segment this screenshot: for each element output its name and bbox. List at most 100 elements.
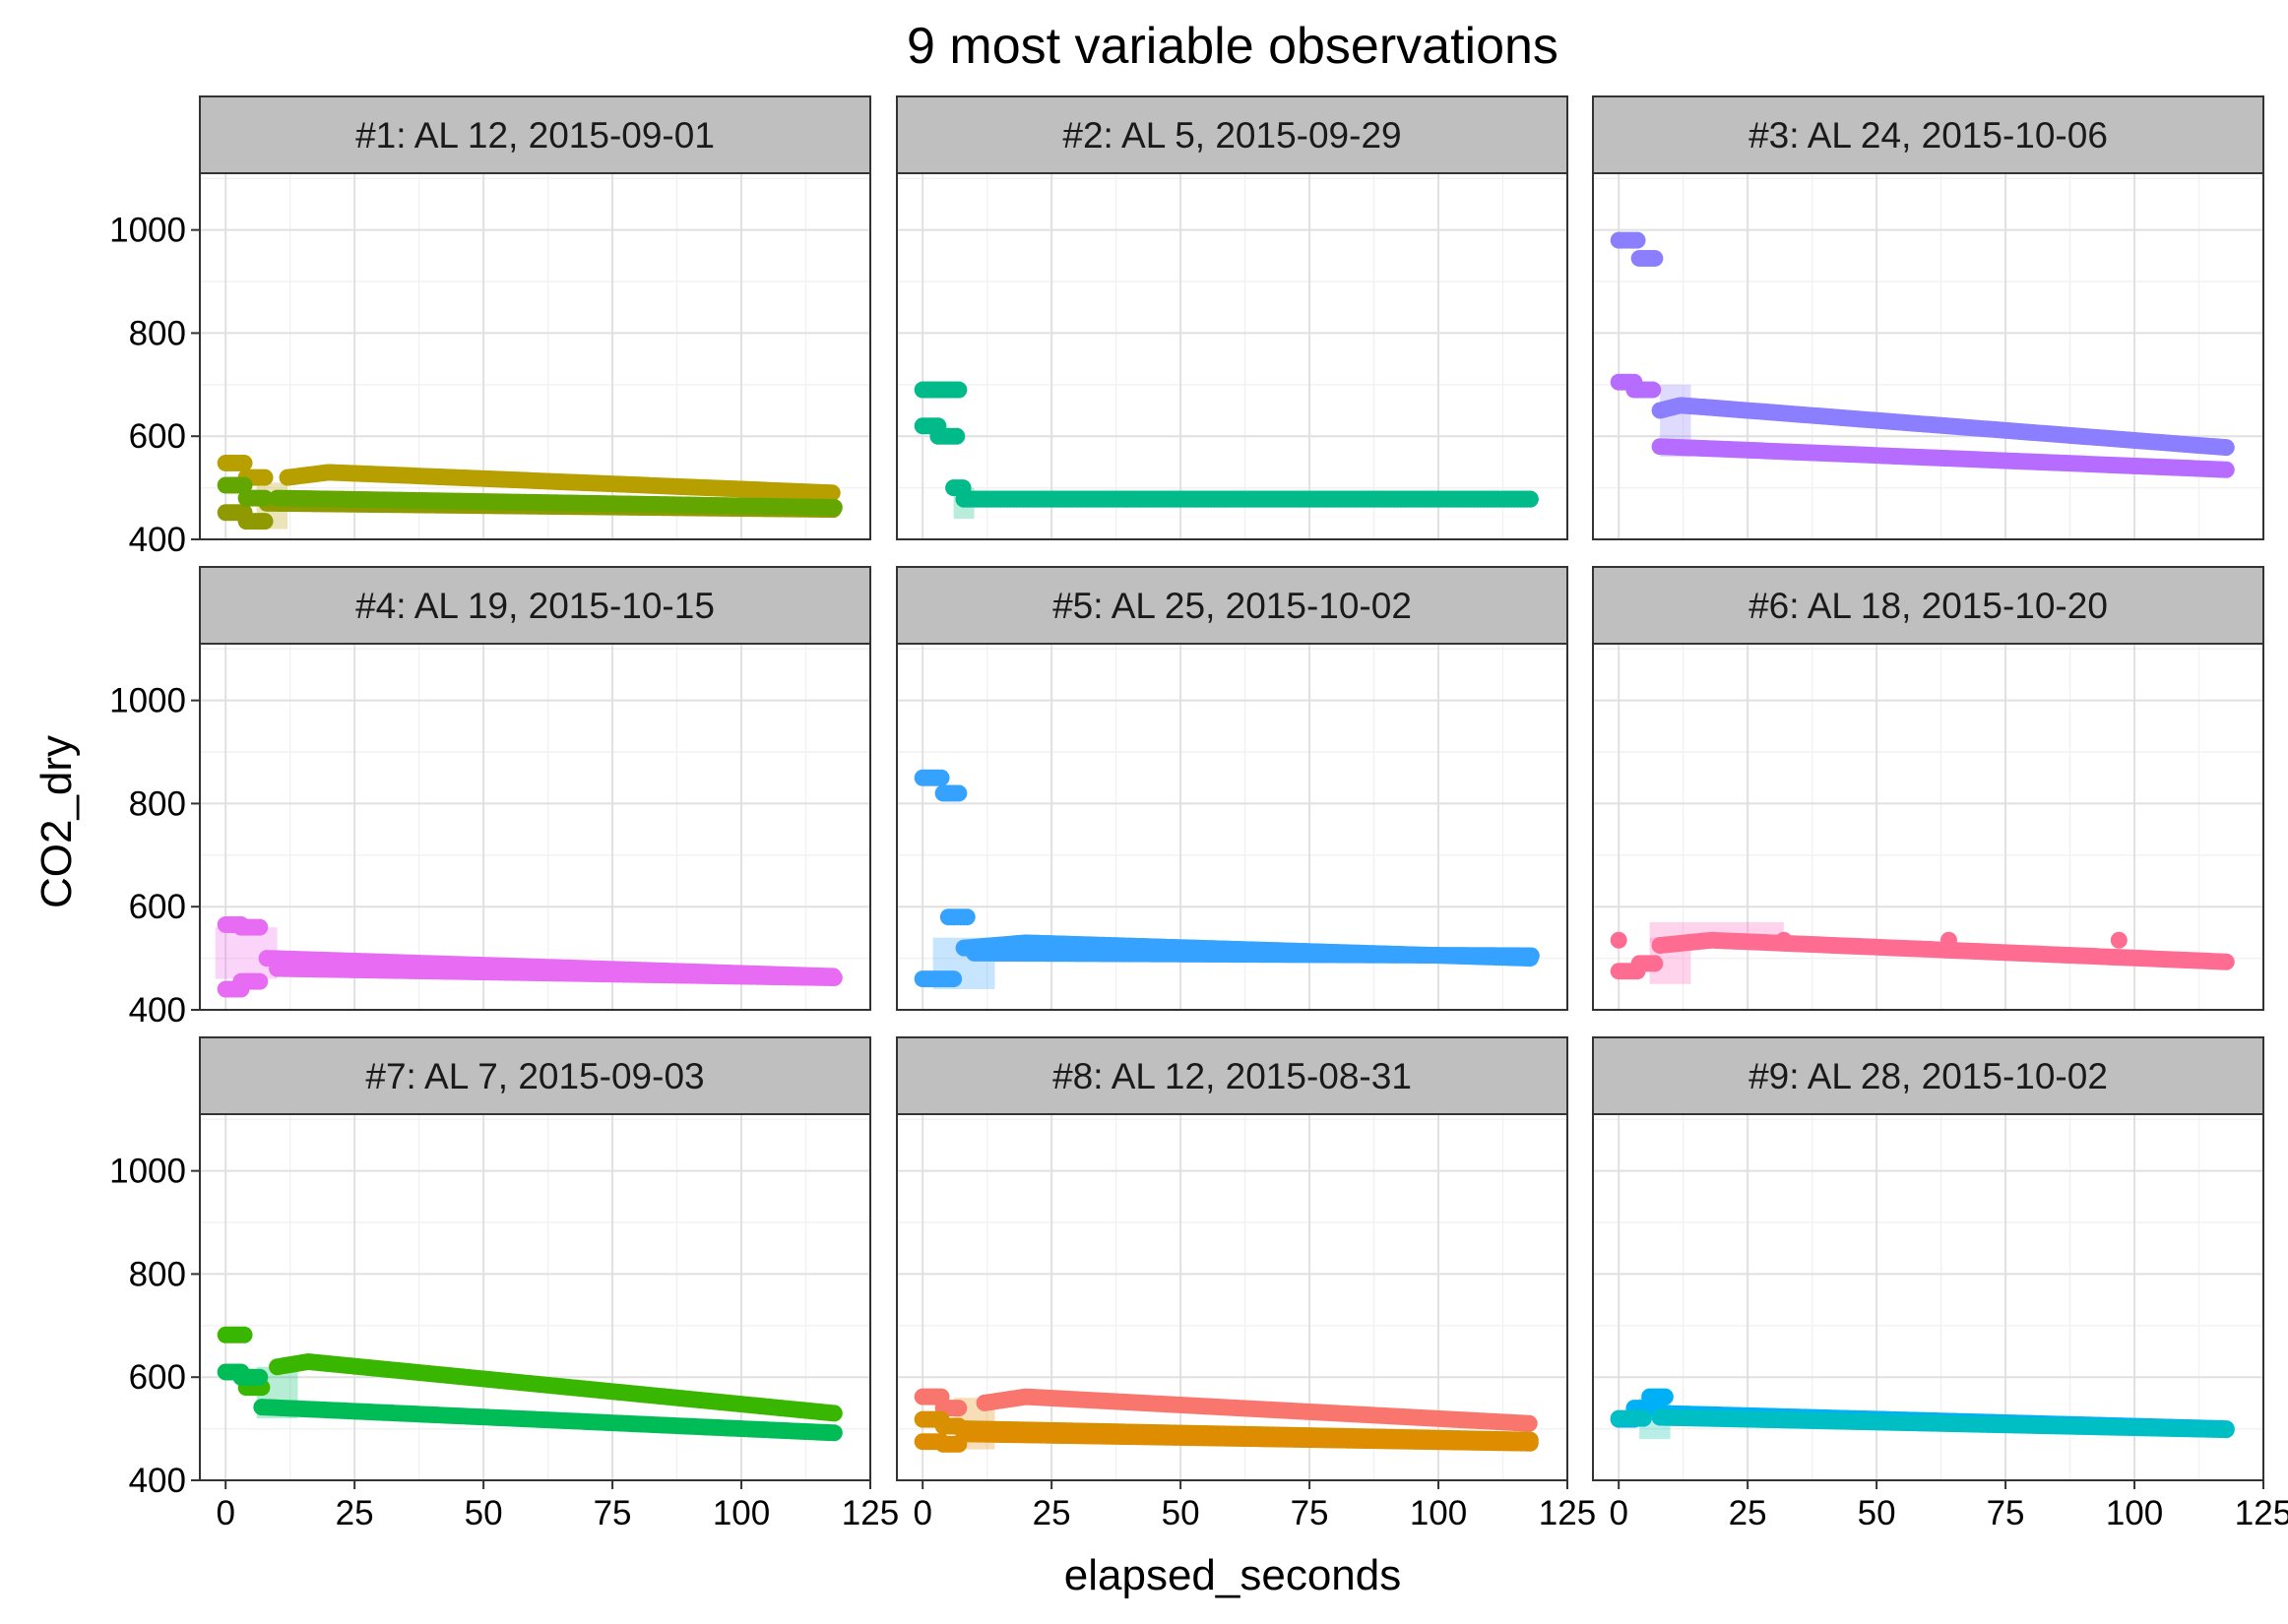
facet-strip-label: #3: AL 24, 2015-10-06 [1748,115,2108,156]
data-point [251,918,269,936]
data-point [1628,231,1646,249]
data-point [1646,955,1664,972]
facet-strip [896,1036,1568,1115]
facet-strip-label: #1: AL 12, 2015-09-01 [355,115,715,156]
facet-strip-label: #7: AL 7, 2015-09-03 [365,1056,704,1096]
x-tick-label: 0 [913,1494,931,1532]
data-series [217,476,843,517]
panel-data [914,1388,1539,1453]
panel-border [199,1113,871,1481]
data-point [825,969,843,987]
data-series [914,944,1540,988]
panel-background [200,644,870,1010]
facet-strip [1592,95,2264,174]
x-tick-label: 100 [1410,1494,1467,1532]
data-series [1610,1408,2235,1439]
facet-panel-4: #4: AL 19, 2015-10-15 400 600 800 1000 [109,566,871,1030]
data-series [1610,231,2235,457]
data-point [1520,1414,1538,1432]
data-point [2217,953,2235,970]
data-point [256,513,274,531]
data-series [1610,931,2235,980]
data-series [217,454,841,502]
facet-strip-label: #4: AL 19, 2015-10-15 [355,586,715,626]
facet-strip-label: #5: AL 25, 2015-10-02 [1052,586,1412,626]
data-point [1521,490,1539,508]
y-tick-label: 1000 [109,1153,186,1191]
data-point [1634,1409,1652,1427]
data-point [235,454,253,471]
data-point [256,489,274,507]
x-tick-label: 25 [336,1494,374,1532]
data-point [825,1424,843,1442]
y-axis-title: CO2_dry [32,735,81,908]
facet-panel-7: #7: AL 7, 2015-09-03 400 600 800 1000 0 25 50 75… [109,1036,899,1532]
x-tick-label: 50 [465,1494,503,1532]
x-tick-label: 75 [1987,1494,2025,1532]
panel-border [896,172,1568,540]
data-series [914,417,1539,508]
y-tick-label: 1000 [109,682,186,720]
facet-panel-9: #9: AL 28, 2015-10-02 0 25 50 75 100 125 [1592,1036,2288,1532]
data-series [1610,373,2235,478]
panel-border [199,172,871,540]
x-tick-label: 125 [1539,1494,1596,1532]
data-point [825,499,843,517]
x-tick-label: 75 [594,1494,632,1532]
panel-data [914,769,1540,990]
data-series [217,1326,843,1422]
y-tick-label: 600 [129,417,186,456]
data-point [1521,1434,1539,1452]
facet-strip [1592,566,2264,645]
facet-strip-label: #8: AL 12, 2015-08-31 [1052,1056,1412,1096]
panel-data [914,381,1539,520]
facet-panel-1: #1: AL 12, 2015-09-01 400 600 800 1000 [109,95,871,559]
x-tick-label: 100 [713,1494,770,1532]
panel-data [215,916,843,998]
data-point [256,468,274,486]
x-tick-label: 0 [216,1494,234,1532]
data-point [1656,1388,1674,1405]
facet-panel-2: #2: AL 5, 2015-09-29 [896,95,1568,540]
data-point [1522,947,1540,965]
y-tick-label: 600 [129,1358,186,1397]
x-tick-label: 125 [2235,1494,2288,1532]
facet-strip [1592,1036,2264,1115]
y-tick-label: 800 [129,784,186,823]
y-tick-label: 1000 [109,212,186,250]
x-tick-label: 75 [1291,1494,1329,1532]
y-tick-label: 800 [129,1255,186,1293]
data-series [1610,931,2128,949]
data-series [217,1363,843,1442]
data-point [948,427,966,445]
y-tick-label: 600 [129,888,186,926]
panel-border [1592,1113,2264,1481]
facet-strip [199,95,871,174]
panel-border [1592,172,2264,540]
panel-data [217,1326,843,1442]
data-point [251,1368,269,1386]
chart-title: 9 most variable observations [907,18,1558,75]
data-point [2217,439,2235,457]
data-point [235,476,253,494]
panel-data [1610,1388,2235,1440]
panel-grid [200,1114,871,1481]
data-point [2217,461,2235,478]
facet-strip [896,95,1568,174]
facet-strip [896,566,1568,645]
panel-border [896,643,1568,1011]
panel-border [1592,643,2264,1011]
data-point [825,1405,843,1422]
facet-strip-label: #9: AL 28, 2015-10-02 [1748,1056,2108,1096]
data-point [1775,931,1793,949]
y-tick-label: 400 [129,1462,186,1500]
data-point [1646,249,1664,267]
x-tick-label: 100 [2106,1494,2163,1532]
panel-border [199,643,871,1011]
data-point [958,908,976,926]
y-tick-label: 400 [129,991,186,1030]
facet-strip-label: #2: AL 5, 2015-09-29 [1062,115,1401,156]
data-point [1644,381,1662,399]
data-series [914,1388,1538,1432]
